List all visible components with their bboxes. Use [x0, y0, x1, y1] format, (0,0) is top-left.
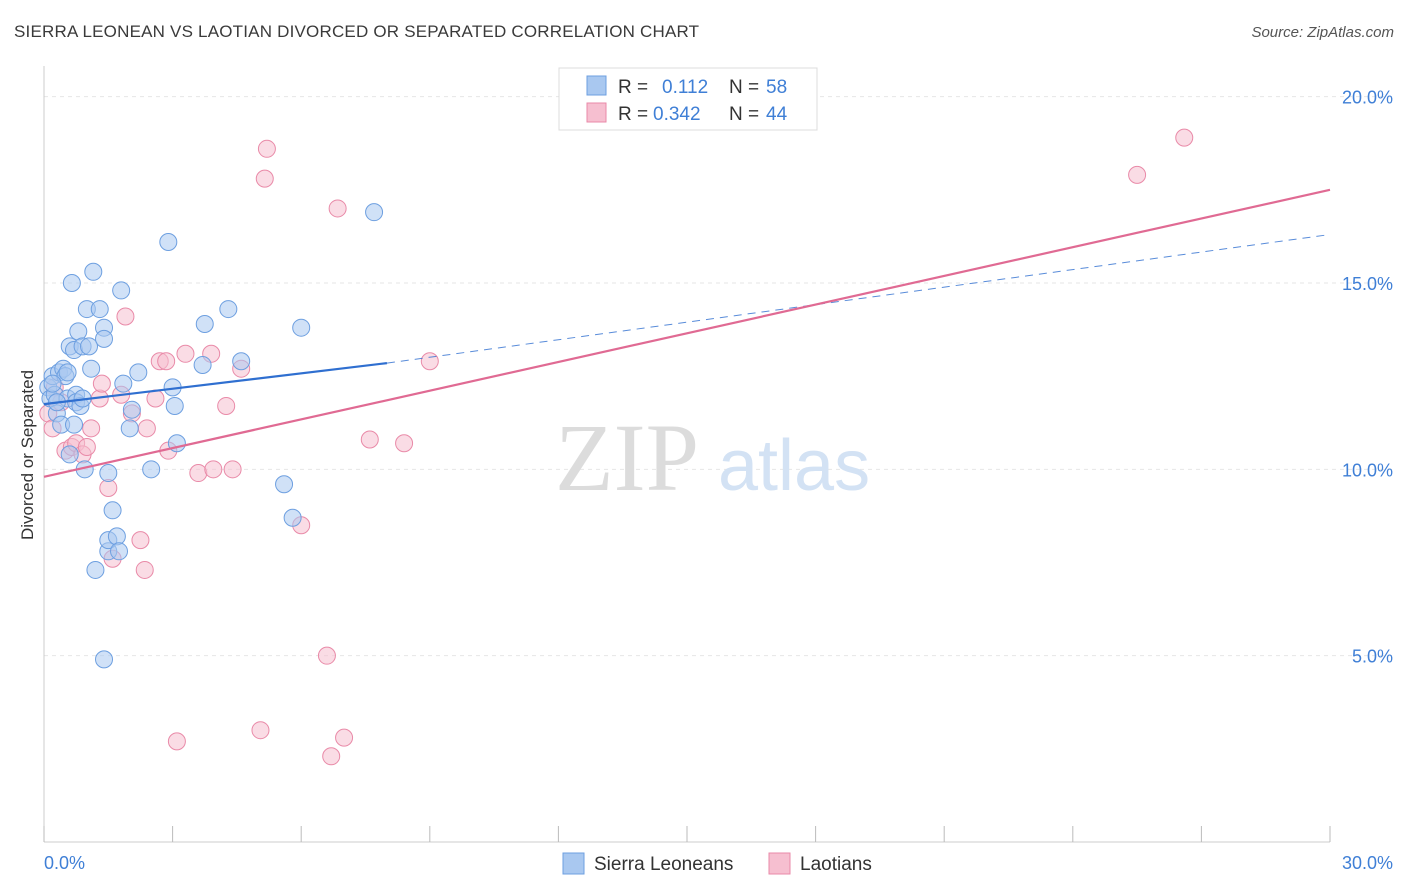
- laotian-point-36: [317, 646, 336, 665]
- tick-labels: 5.0% 10.0% 15.0% 20.0% 0.0% 30.0%: [44, 88, 1393, 873]
- sierra-leonean-point-47: [195, 314, 214, 333]
- laotian-point-30: [223, 460, 242, 479]
- x-tick-label-0: 0.0%: [44, 853, 85, 873]
- sierra-leonean-point-14: [65, 415, 84, 434]
- laotian-point-44: [1175, 128, 1194, 147]
- y-tick-label-1: 10.0%: [1342, 460, 1393, 480]
- legend-swatch-pink: [586, 102, 607, 123]
- legend-n-label-1: N =: [729, 77, 759, 98]
- legend: R = 0.112 N = 58 R = 0.342 N = 44: [558, 67, 818, 131]
- sierra-leonean-point-44: [165, 396, 184, 415]
- sierra-leonean-point-41: [142, 460, 161, 479]
- legend-r-value-2: 0.342: [653, 104, 701, 125]
- sierra-leonean-point-10: [60, 445, 79, 464]
- source-label: Source: ZipAtlas.com: [1251, 24, 1394, 41]
- laotian-point-28: [204, 460, 223, 479]
- sierra-leonean-point-36: [112, 281, 131, 300]
- legend-n-label-2: N =: [729, 104, 759, 125]
- legend-n-value-1: 58: [766, 77, 787, 98]
- sierra-leonean-point-34: [107, 527, 126, 546]
- laotian-point-29: [217, 396, 236, 415]
- sierra-leonean-point-24: [84, 262, 103, 281]
- laotian-point-17: [131, 531, 150, 550]
- sierra-leonean-point-30: [99, 464, 118, 483]
- sierra-leonean-point-28: [95, 329, 114, 348]
- laotian-point-18: [135, 560, 154, 579]
- sierra-leonean-point-33: [103, 501, 122, 520]
- bottom-legend-label-pink: Laotians: [800, 854, 872, 875]
- bottom-legend-label-blue: Sierra Leoneans: [594, 854, 733, 875]
- grid-lines: [44, 96, 1392, 657]
- sierra-leonean-point-26: [90, 300, 109, 319]
- laotian-point-26: [189, 464, 208, 483]
- laotian-point-19: [137, 419, 156, 438]
- chart-title: SIERRA LEONEAN VS LAOTIAN DIVORCED OR SE…: [14, 22, 700, 41]
- laotian-point-15: [116, 307, 135, 326]
- watermark: ZIP atlas: [555, 404, 870, 511]
- legend-r-label-1: R =: [618, 77, 648, 98]
- y-axis-title: Divorced or Separated: [18, 370, 37, 540]
- sierra-leonean-point-35: [110, 542, 129, 561]
- y-tick-label-2: 15.0%: [1342, 274, 1393, 294]
- legend-swatch-blue: [586, 75, 607, 96]
- x-tick-label-1: 30.0%: [1342, 853, 1393, 873]
- y-tick-label-3: 20.0%: [1342, 88, 1393, 108]
- laotian-point-39: [335, 728, 354, 747]
- sierra-leonean-point-48: [219, 300, 238, 319]
- sierra-leonean-point-52: [292, 318, 311, 337]
- sierra-leonean-point-37: [114, 374, 133, 393]
- laotian-point-8: [77, 437, 96, 456]
- bottom-legend-swatch-blue: [562, 852, 585, 875]
- sierra-leoneans-trend-dashed: [386, 234, 1331, 364]
- laotian-point-11: [92, 374, 111, 393]
- bottom-legend: Sierra Leoneans Laotians: [562, 852, 872, 875]
- laotian-point-34: [257, 139, 276, 158]
- sierra-leonean-point-40: [129, 363, 148, 382]
- sierra-leonean-point-17: [69, 322, 88, 341]
- watermark-atlas: atlas: [718, 426, 870, 506]
- laotians-trend-line: [43, 188, 1331, 478]
- bottom-legend-swatch-pink: [768, 852, 791, 875]
- laotian-point-41: [395, 434, 414, 453]
- sierra-leonean-point-56: [43, 374, 62, 393]
- sierra-leonean-point-38: [120, 419, 139, 438]
- sierra-leonean-point-39: [122, 400, 141, 419]
- sierra-leonean-point-22: [80, 337, 99, 356]
- laotian-point-37: [322, 747, 341, 766]
- sierra-leoneans-points: [39, 203, 384, 669]
- laotian-point-22: [157, 352, 176, 371]
- sierra-leonean-point-50: [275, 475, 294, 494]
- laotian-point-42: [420, 352, 439, 371]
- laotian-point-24: [167, 732, 186, 751]
- watermark-zip: ZIP: [555, 404, 699, 511]
- legend-r-label-2: R =: [618, 104, 648, 125]
- sierra-leonean-point-42: [159, 232, 178, 251]
- legend-n-value-2: 44: [766, 104, 788, 125]
- sierra-leoneans-trend-line: [43, 362, 388, 406]
- y-tick-label-0: 5.0%: [1352, 647, 1393, 667]
- legend-r-value-1: 0.112: [662, 77, 708, 98]
- sierra-leonean-point-55: [58, 363, 77, 382]
- laotian-point-43: [1128, 165, 1147, 184]
- laotian-point-25: [176, 344, 195, 363]
- laotian-point-9: [82, 419, 101, 438]
- sierra-leonean-point-49: [232, 352, 251, 371]
- laotian-point-40: [360, 430, 379, 449]
- sierra-leonean-point-25: [86, 560, 105, 579]
- laotian-point-38: [328, 199, 347, 218]
- sierra-leonean-point-51: [283, 508, 302, 527]
- sierra-leonean-point-46: [193, 355, 212, 374]
- axes: [43, 66, 1331, 843]
- laotian-point-33: [255, 169, 274, 188]
- sierra-leonean-point-12: [62, 273, 81, 292]
- sierra-leonean-point-23: [82, 359, 101, 378]
- laotian-point-32: [251, 721, 270, 740]
- sierra-leonean-point-29: [95, 650, 114, 669]
- trend-lines: [43, 188, 1331, 478]
- sierra-leonean-point-53: [365, 203, 384, 222]
